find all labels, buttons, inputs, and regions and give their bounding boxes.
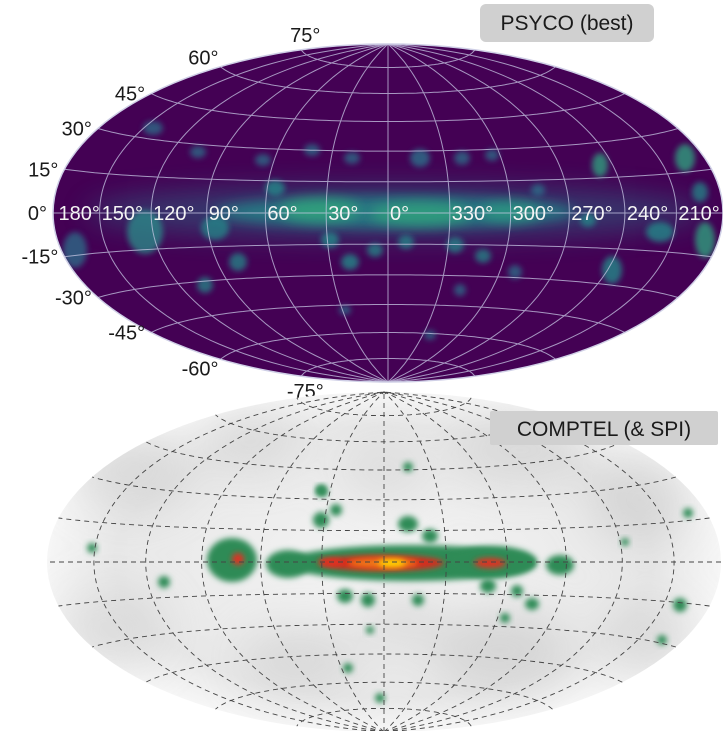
longitude-labels: 180° 150° 120° 90° 60° 30° 0° 330° 300° 270° 240° 2… xyxy=(59,203,720,225)
latitude-label: 0° xyxy=(28,203,47,225)
psyco-blob xyxy=(367,243,383,257)
comptel-gray-texture xyxy=(55,410,695,690)
psyco-blob xyxy=(370,202,470,226)
psyco-blob xyxy=(602,256,622,284)
parallel-line xyxy=(97,274,679,298)
psyco-badge-background xyxy=(480,4,654,42)
longitude-label: 240° xyxy=(627,203,668,225)
psyco-blob xyxy=(580,213,596,227)
longitude-label: 0° xyxy=(390,203,409,225)
psyco-blob xyxy=(190,146,206,158)
longitude-label: 90° xyxy=(209,203,239,225)
psyco-map-outline xyxy=(52,43,723,383)
psyco-blob xyxy=(201,216,229,240)
parallel-line xyxy=(300,49,476,68)
psyco-graticule xyxy=(53,43,723,383)
psyco-blob xyxy=(255,154,271,166)
parallel-line xyxy=(220,66,556,94)
psyco-blob xyxy=(341,254,359,270)
latitude-label: -45° xyxy=(108,323,145,345)
parallel-line xyxy=(58,517,710,532)
psyco-blob xyxy=(398,235,414,249)
psyco-blob xyxy=(475,249,491,263)
longitude-label: 150° xyxy=(102,203,143,225)
comptel-bright-core xyxy=(232,553,506,571)
psyco-blob xyxy=(454,151,470,165)
psyco-blob xyxy=(508,265,522,279)
psyco-blob xyxy=(280,198,360,222)
longitude-label: 60° xyxy=(267,203,297,225)
parallel-line xyxy=(300,358,476,377)
psyco-blob xyxy=(695,222,715,258)
psyco-blob xyxy=(127,210,163,254)
psyco-blob xyxy=(531,184,545,196)
latitude-label: 15° xyxy=(28,159,58,181)
psyco-blob xyxy=(63,232,87,268)
latitude-label: 30° xyxy=(62,119,92,141)
longitude-label: 120° xyxy=(153,203,194,225)
parallel-line xyxy=(215,681,553,710)
longitude-label: 30° xyxy=(328,203,358,225)
psyco-blob xyxy=(480,202,540,222)
longitude-label: 330° xyxy=(452,203,493,225)
psyco-emission-blobs xyxy=(63,121,715,340)
psyco-blob xyxy=(265,180,285,196)
comptel-emission xyxy=(55,410,695,703)
psyco-blob xyxy=(692,182,708,202)
comptel-badge-text: COMPTEL (& SPI) xyxy=(517,418,691,441)
parallel-line xyxy=(296,707,472,727)
longitude-label: 210° xyxy=(678,203,719,225)
parallel-line xyxy=(64,168,712,183)
parallel-line xyxy=(145,653,623,683)
parallel-line xyxy=(91,476,677,501)
meridian-line xyxy=(383,391,567,733)
parallel-line xyxy=(58,592,710,607)
parallel-line xyxy=(215,414,553,443)
meridian-line xyxy=(201,391,385,733)
psyco-badge-text: PSYCO (best) xyxy=(500,12,633,35)
psyco-blob xyxy=(321,232,339,248)
parallel-line xyxy=(220,332,556,360)
psyco-blob xyxy=(344,152,360,164)
parallel-line xyxy=(64,243,712,258)
parallel-line xyxy=(91,623,677,648)
meridian-line xyxy=(145,391,385,733)
psyco-blob xyxy=(454,284,466,296)
psyco-blob xyxy=(197,277,213,293)
psyco-blob xyxy=(592,153,608,177)
latitude-label: -60° xyxy=(182,358,219,380)
longitude-label: 300° xyxy=(513,203,554,225)
comptel-badge: COMPTEL (& SPI) xyxy=(490,411,718,445)
psyco-blob xyxy=(424,330,436,340)
latitude-label: -15° xyxy=(21,247,58,269)
parallel-line xyxy=(97,128,679,152)
psyco-blob xyxy=(675,144,695,172)
parallel-line xyxy=(145,441,623,471)
psyco-blob xyxy=(229,253,247,271)
latitude-label: 75° xyxy=(290,25,320,47)
longitude-label: 180° xyxy=(59,203,100,225)
latitude-label: 45° xyxy=(115,84,145,106)
latitude-label: 60° xyxy=(188,48,218,70)
psyco-blob xyxy=(410,149,430,167)
parallel-line xyxy=(296,397,472,417)
longitude-label: 270° xyxy=(571,203,612,225)
psyco-sky-map: 75°60°45°30°15°0°-15°-30°-45°-60°-75° 18… xyxy=(21,4,723,403)
psyco-badge: PSYCO (best) xyxy=(480,4,654,42)
comptel-sky-map: COMPTEL (& SPI) xyxy=(47,391,721,733)
latitude-label: -30° xyxy=(55,288,92,310)
psyco-blob xyxy=(485,149,499,161)
parallel-line xyxy=(150,93,626,122)
comptel-badge-background xyxy=(490,411,718,445)
psyco-blob xyxy=(143,121,163,135)
psyco-blob xyxy=(646,222,674,242)
parallel-line xyxy=(150,304,626,333)
